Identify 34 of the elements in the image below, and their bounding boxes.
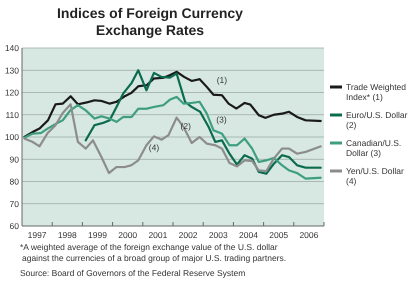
- x-tick-label: 1997: [28, 230, 47, 240]
- legend-label: Trade Weighted Index* (1): [346, 82, 406, 102]
- text: *A weighted average of the foreign exchange value of the U.S. dollar against the currencies of a broad group of major U.S. trading partners.: [20, 242, 286, 263]
- x-tick-label: 2001: [148, 230, 168, 240]
- annotation: (4): [148, 142, 160, 152]
- x-tick-label: 2004: [239, 230, 258, 240]
- x-tick-label: 1998: [58, 230, 78, 240]
- legend-label: Yen/U.S. Dollar (4): [346, 166, 404, 186]
- x-tick-label: 1999: [88, 230, 108, 240]
- y-tick-label: 90: [10, 154, 20, 164]
- annotation: (2): [180, 120, 192, 131]
- line-series: [23, 103, 322, 174]
- x-tick-label: 2006: [299, 230, 319, 240]
- annotation: (1): [216, 75, 228, 86]
- y-tick-label: 110: [5, 110, 20, 120]
- source-note: Source: Board of Governors of the Federal Reserve System: [20, 268, 246, 278]
- chart-title: Indices of Foreign Currency Exchange Rates: [57, 5, 244, 38]
- annotation: (3): [216, 114, 227, 124]
- y-tick-label: 60: [10, 221, 20, 231]
- x-tick-label: 2002: [178, 230, 198, 240]
- line-series: [84, 69, 322, 175]
- x-tick-label: 2003: [208, 230, 228, 240]
- legend-label: Canadian/U.S. Dollar (3): [346, 138, 402, 158]
- x-tick-label: 2000: [118, 230, 138, 240]
- y-tick-label: 70: [10, 198, 20, 209]
- y-tick-label: 100: [4, 132, 20, 142]
- y-tick-label: 120: [4, 88, 20, 98]
- y-tick-label: 140: [4, 43, 20, 53]
- legend-label: Euro/U.S. Dollar (2): [346, 110, 408, 130]
- y-tick-label: 130: [4, 65, 20, 76]
- y-tick-label: 80: [10, 176, 20, 186]
- x-tick-label: 2005: [269, 230, 288, 240]
- line-series: [23, 96, 322, 180]
- line-series: [23, 70, 322, 138]
